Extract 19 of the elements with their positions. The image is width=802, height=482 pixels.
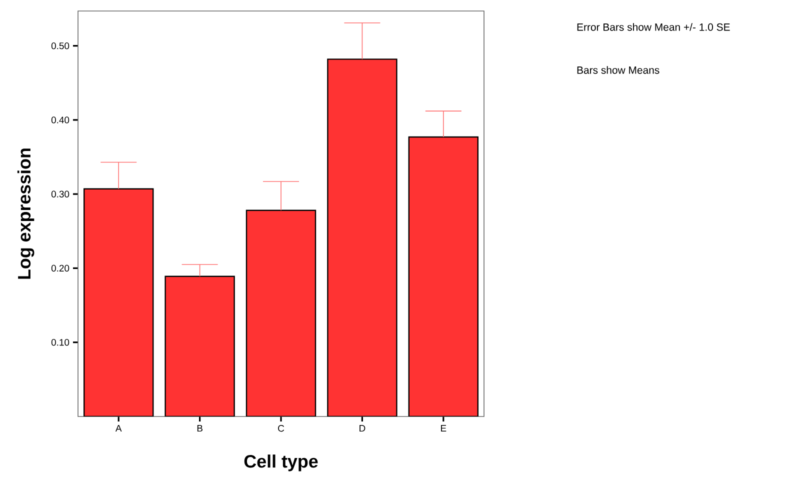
bar <box>165 276 234 416</box>
bar <box>84 188 154 416</box>
text: Bars show Means <box>577 66 660 74</box>
bar <box>328 59 397 416</box>
text: Error Bars show Mean +/- 1.0 SE <box>577 23 730 31</box>
bar <box>246 210 316 416</box>
x-tick-label: C <box>278 425 284 432</box>
x-tick-label: B <box>197 425 202 432</box>
y-tick-label: 0.50 <box>51 42 70 50</box>
x-tick-label: A <box>115 425 122 432</box>
x-axis-title: Cell type <box>244 454 318 472</box>
y-tick-label: 0.10 <box>51 339 70 346</box>
y-tick-label: 0.40 <box>51 116 70 124</box>
x-tick-label: E <box>441 425 446 432</box>
x-tick-label: D <box>360 425 366 432</box>
bar <box>408 136 479 416</box>
y-axis-title: Log expression <box>17 148 34 279</box>
y-tick-label: 0.20 <box>51 264 70 272</box>
y-tick-label: 0.30 <box>51 190 70 198</box>
